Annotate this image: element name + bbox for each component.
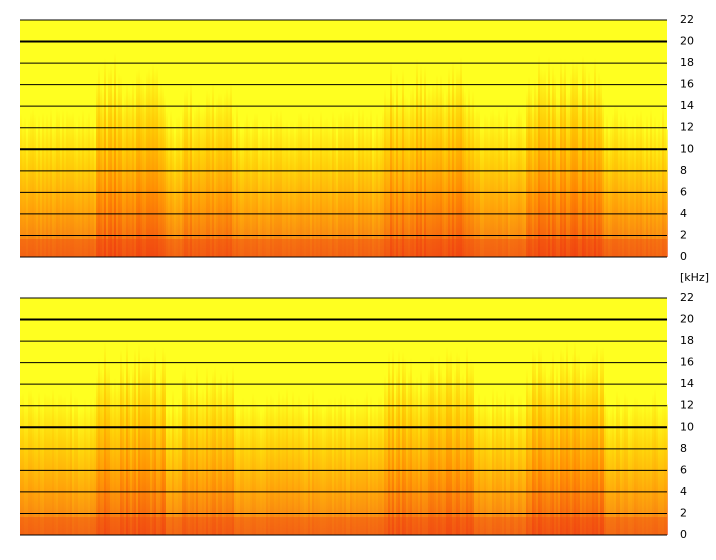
y-tick-label: 8: [680, 164, 687, 177]
y-tick-label: 18: [680, 56, 694, 69]
y-tick-label: 4: [680, 485, 687, 498]
y-tick-label: 4: [680, 207, 687, 220]
y-tick-label: 6: [680, 463, 687, 476]
y-tick-label: 2: [680, 228, 687, 241]
y-tick-label: 22: [680, 291, 694, 304]
y-axis-label: [kHz]: [680, 271, 709, 284]
y-tick-label: 18: [680, 334, 694, 347]
spectrogram-image: [20, 20, 668, 258]
y-tick-label: 14: [680, 99, 694, 112]
y-tick-label: 10: [680, 142, 694, 155]
y-tick-label: 20: [680, 313, 694, 326]
y-tick-label: 16: [680, 356, 694, 369]
y-tick-label: 6: [680, 185, 687, 198]
y-tick-label: 8: [680, 442, 687, 455]
y-tick-label: 2: [680, 506, 687, 519]
y-tick-label: 0: [680, 528, 687, 541]
y-tick-label: 14: [680, 377, 694, 390]
spectrogram-image: [20, 298, 668, 535]
y-tick-label: 0: [680, 250, 687, 263]
y-tick-label: 10: [680, 420, 694, 433]
y-tick-label: 12: [680, 399, 694, 412]
y-tick-label: 20: [680, 35, 694, 48]
y-tick-label: 12: [680, 121, 694, 134]
y-tick-label: 22: [680, 13, 694, 26]
y-tick-label: 16: [680, 78, 694, 91]
